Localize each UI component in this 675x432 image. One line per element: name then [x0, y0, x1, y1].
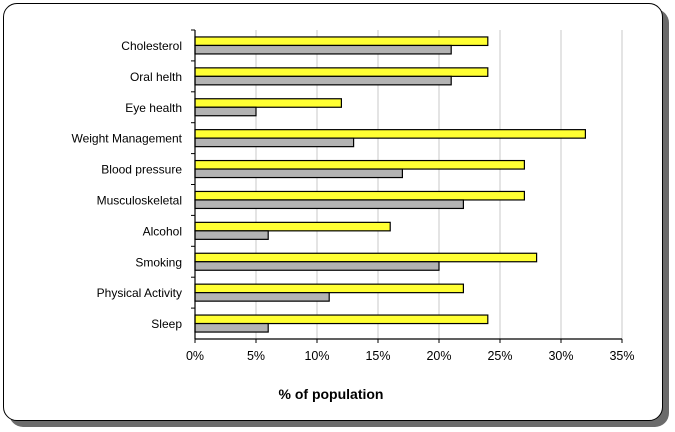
x-tick-label: 25%	[487, 349, 512, 363]
axes	[191, 29, 623, 343]
bar	[194, 292, 330, 302]
category-label: Alcohol	[143, 224, 182, 238]
bar	[194, 137, 355, 148]
x-tick-label: 15%	[365, 349, 390, 363]
bar	[194, 221, 391, 232]
category-label: Oral helth	[130, 70, 182, 84]
category-label: Blood pressure	[101, 163, 182, 177]
bar	[194, 98, 342, 108]
bar	[194, 261, 440, 271]
category-label: Smoking	[135, 255, 182, 269]
bar	[194, 36, 489, 47]
category-label: Musculoskeletal	[97, 193, 182, 207]
x-tick-label: 35%	[609, 349, 634, 363]
category-labels: Cholesterol Oral helth Eye health Weight Ma…	[71, 39, 182, 331]
x-tick-label: 20%	[426, 349, 451, 363]
category-label: Weight Management	[71, 132, 182, 146]
bar	[194, 159, 525, 170]
x-tick-label: 0%	[186, 349, 204, 363]
bars	[194, 36, 586, 333]
bar	[194, 314, 489, 325]
bar	[194, 129, 586, 139]
bar	[194, 322, 269, 333]
category-label: Physical Activity	[97, 286, 182, 300]
category-label: Sleep	[151, 317, 182, 331]
category-label: Cholesterol	[121, 39, 182, 53]
x-tick-label: 30%	[548, 349, 573, 363]
x-tick-label: 5%	[247, 349, 265, 363]
bar	[194, 44, 452, 55]
bar	[194, 67, 489, 77]
bar	[194, 190, 525, 201]
category-label: Eye health	[125, 101, 182, 115]
x-tick-label: 10%	[304, 349, 329, 363]
bar	[194, 168, 403, 179]
bar	[194, 283, 464, 294]
bar	[194, 75, 452, 86]
x-tick-labels: 0% 5% 10% 15% 20% 25% 30% 35%	[186, 349, 635, 363]
bar	[194, 199, 464, 210]
x-axis-title: % of population	[279, 386, 384, 402]
bar	[194, 252, 538, 263]
bar	[194, 106, 257, 117]
bar	[194, 230, 269, 240]
